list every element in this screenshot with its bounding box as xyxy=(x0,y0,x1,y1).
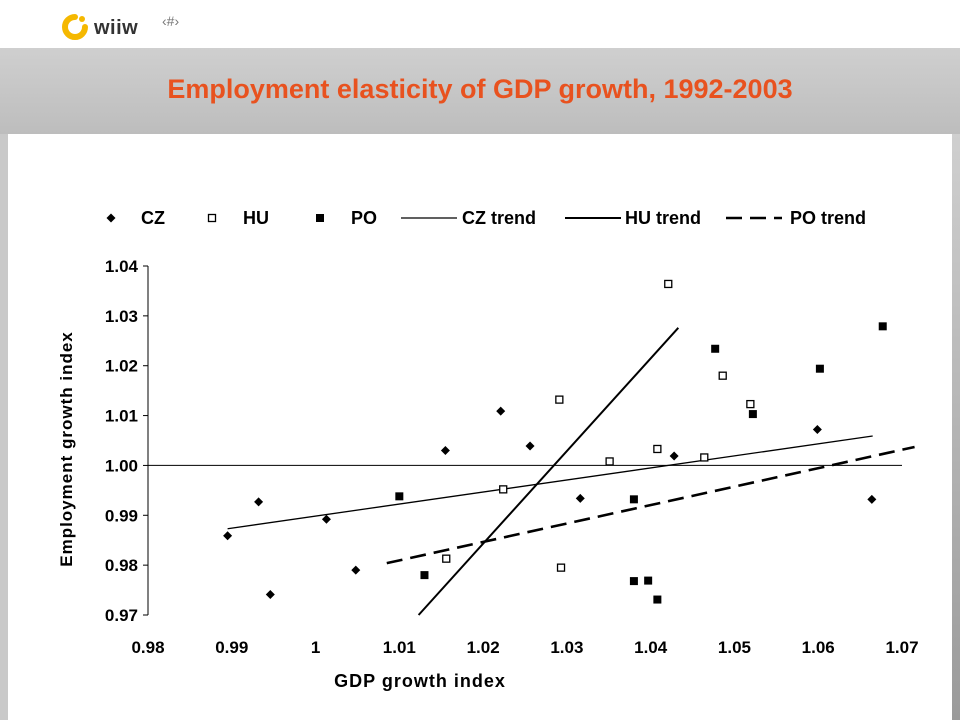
data-points xyxy=(223,279,887,604)
data-point-cz xyxy=(525,441,535,451)
data-point-po xyxy=(878,322,887,331)
data-point-po xyxy=(711,344,720,353)
trend-lines xyxy=(227,327,915,616)
logo-text: wiiw xyxy=(94,16,139,39)
x-tick-label: 1.02 xyxy=(467,638,500,657)
chart-area: CZ HU PO CZ trend HU trend PO trend 0.97 0.98 0… xyxy=(8,134,952,720)
x-tick-label: 0.98 xyxy=(131,638,164,657)
y-tick-label: 0.98 xyxy=(105,556,138,575)
legend-label: PO xyxy=(351,208,377,228)
logo-ring-icon xyxy=(62,14,88,40)
x-tick-label: 1.06 xyxy=(802,638,835,657)
data-point-hu xyxy=(746,399,755,409)
data-point-po xyxy=(420,571,429,580)
y-tick-label: 0.97 xyxy=(105,606,138,625)
trend-line-po-trend xyxy=(386,445,915,565)
data-point-po xyxy=(629,495,638,504)
data-point-hu xyxy=(653,444,662,454)
data-point-cz xyxy=(575,493,585,503)
legend-label: PO trend xyxy=(790,208,866,228)
data-point-cz xyxy=(496,406,506,416)
chart-axes: 0.97 0.98 0.99 1.00 1.01 1.02 1.03 1.04 0.98 0.99… xyxy=(105,257,919,657)
slide-header: wiiw ‹#› xyxy=(0,0,960,48)
legend-label: CZ trend xyxy=(462,208,536,228)
scatter-chart: CZ HU PO CZ trend HU trend PO trend 0.970.980… xyxy=(57,208,919,691)
data-point-cz xyxy=(223,531,233,541)
data-point-po xyxy=(815,364,824,373)
data-point-cz xyxy=(265,590,275,600)
right-frame-strip xyxy=(952,134,960,720)
legend-label: HU trend xyxy=(625,208,701,228)
data-point-hu xyxy=(442,554,451,563)
y-axis-label: Employment growth index xyxy=(57,331,76,567)
data-point-cz xyxy=(254,497,264,507)
legend-marker xyxy=(207,213,217,223)
x-tick-label: 1.03 xyxy=(550,638,583,657)
data-point-po xyxy=(644,576,653,585)
slide-number: ‹#› xyxy=(162,13,180,29)
data-point-cz xyxy=(669,451,679,461)
data-point-hu xyxy=(605,457,614,466)
data-point-hu xyxy=(499,485,508,494)
y-tick-label: 1.00 xyxy=(105,456,138,475)
data-point-po xyxy=(748,410,757,419)
x-tick-label: 1.07 xyxy=(885,638,918,657)
left-frame-strip xyxy=(0,134,8,720)
data-point-cz xyxy=(440,445,450,455)
data-point-po xyxy=(653,595,662,604)
legend-label: HU xyxy=(243,208,269,228)
data-point-cz xyxy=(351,565,361,575)
legend-label: CZ xyxy=(141,208,165,228)
data-point-po xyxy=(629,577,638,586)
data-point-po xyxy=(395,492,404,501)
wiiw-logo: wiiw xyxy=(62,12,138,44)
legend-marker xyxy=(106,213,116,223)
data-point-cz xyxy=(812,425,822,435)
data-point-hu xyxy=(700,453,709,462)
title-band xyxy=(0,48,960,134)
chart-legend: CZ HU PO CZ trend HU trend PO trend xyxy=(106,208,866,228)
data-point-hu xyxy=(718,371,727,380)
trend-line-hu-trend xyxy=(417,327,680,616)
y-tick-label: 1.03 xyxy=(105,307,138,326)
x-tick-label: 1 xyxy=(311,638,320,657)
data-point-hu xyxy=(556,563,566,572)
y-tick-label: 0.99 xyxy=(105,506,138,525)
x-tick-label: 1.01 xyxy=(383,638,416,657)
data-point-hu xyxy=(664,279,673,289)
page-title: Employment elasticity of GDP growth, 199… xyxy=(167,74,793,104)
trend-line-cz-trend xyxy=(227,435,873,530)
data-point-cz xyxy=(867,494,877,504)
y-tick-label: 1.04 xyxy=(105,257,139,276)
y-tick-label: 1.02 xyxy=(105,357,138,376)
x-tick-label: 0.99 xyxy=(215,638,248,657)
data-point-cz xyxy=(321,514,331,524)
x-tick-label: 1.05 xyxy=(718,638,751,657)
x-tick-label: 1.04 xyxy=(634,638,668,657)
data-point-hu xyxy=(555,395,564,404)
legend-marker xyxy=(316,214,324,222)
x-axis-label: GDP growth index xyxy=(334,671,506,691)
y-tick-label: 1.01 xyxy=(105,407,138,426)
